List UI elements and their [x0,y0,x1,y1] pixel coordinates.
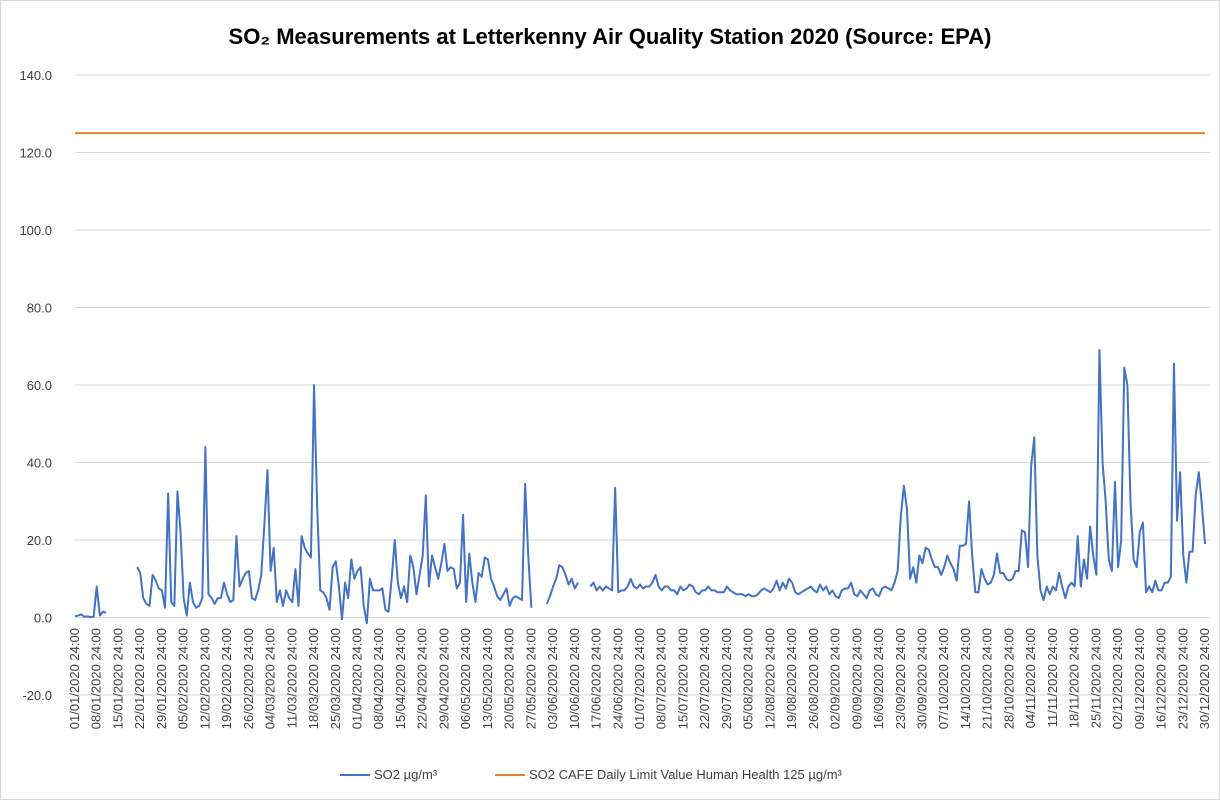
x-tick-label: 13/05/2020 24:00 [480,628,495,729]
x-tick-label: 18/11/2020 24:00 [1067,628,1082,728]
series-line [74,349,1206,625]
y-tick-label: 120.0 [19,146,52,161]
y-tick-label: 100.0 [19,223,52,238]
x-tick-label: 01/04/2020 24:00 [350,628,365,729]
x-tick-label: 30/09/2020 24:00 [915,628,930,729]
x-tick-label: 23/12/2020 24:00 [1175,628,1190,729]
x-tick-label: 12/02/2020 24:00 [197,628,212,729]
x-tick-label: 10/06/2020 24:00 [567,628,582,729]
legend-label: SO2 CAFE Daily Limit Value Human Health … [529,767,843,782]
x-tick-label: 20/05/2020 24:00 [502,628,517,729]
x-tick-label: 07/10/2020 24:00 [936,628,951,729]
x-tick-label: 26/08/2020 24:00 [806,628,821,729]
x-tick-label: 19/02/2020 24:00 [219,628,234,729]
legend-label: SO2 µg/m³ [374,767,438,782]
x-tick-label: 12/08/2020 24:00 [762,628,777,729]
x-tick-label: 22/07/2020 24:00 [697,628,712,729]
x-tick-label: 16/09/2020 24:00 [871,628,886,729]
x-tick-label: 29/07/2020 24:00 [719,628,734,729]
x-tick-label: 08/07/2020 24:00 [654,628,669,729]
x-tick-label: 01/01/2020 24:00 [67,628,82,729]
x-tick-label: 26/02/2020 24:00 [241,628,256,729]
y-tick-label: 140.0 [19,68,52,83]
x-tick-label: 24/06/2020 24:00 [610,628,625,729]
x-tick-label: 05/02/2020 24:00 [176,628,191,729]
chart-title: SO₂ Measurements at Letterkenny Air Qual… [229,24,992,49]
x-tick-label: 28/10/2020 24:00 [1001,628,1016,729]
x-tick-label: 01/07/2020 24:00 [632,628,647,729]
x-tick-label: 23/09/2020 24:00 [893,628,908,729]
x-tick-label: 08/01/2020 24:00 [89,628,104,729]
x-tick-label: 29/01/2020 24:00 [154,628,169,729]
x-tick-label: 04/11/2020 24:00 [1023,628,1038,728]
x-tick-label: 17/06/2020 24:00 [589,628,604,729]
x-tick-label: 08/04/2020 24:00 [371,628,386,729]
x-tick-label: 19/08/2020 24:00 [784,628,799,729]
x-tick-label: 06/05/2020 24:00 [458,628,473,729]
y-tick-label: 60.0 [27,378,52,393]
x-tick-label: 02/12/2020 24:00 [1110,628,1125,729]
y-tick-label: 20.0 [27,533,52,548]
x-tick-label: 15/04/2020 24:00 [393,628,408,729]
y-tick-label: -20.0 [22,688,52,703]
x-tick-label: 09/09/2020 24:00 [849,628,864,729]
x-tick-label: 22/01/2020 24:00 [132,628,147,729]
x-tick-label: 16/12/2020 24:00 [1154,628,1169,729]
x-tick-label: 22/04/2020 24:00 [415,628,430,729]
x-tick-label: 29/04/2020 24:00 [436,628,451,729]
x-tick-label: 15/07/2020 24:00 [675,628,690,729]
x-tick-label: 04/03/2020 24:00 [263,628,278,729]
x-tick-label: 11/11/2020 24:00 [1045,628,1060,727]
y-tick-label: 40.0 [27,456,52,471]
x-tick-label: 18/03/2020 24:00 [306,628,321,729]
x-tick-label: 14/10/2020 24:00 [958,628,973,729]
x-tick-label: 25/03/2020 24:00 [328,628,343,729]
y-tick-label: 80.0 [27,301,52,316]
x-tick-label: 11/03/2020 24:00 [284,628,299,728]
x-tick-label: 02/09/2020 24:00 [828,628,843,729]
x-tick-label: 09/12/2020 24:00 [1132,628,1147,729]
x-tick-label: 30/12/2020 24:00 [1197,628,1212,729]
x-tick-label: 05/08/2020 24:00 [741,628,756,729]
y-tick-label: 0.0 [34,611,52,626]
x-tick-label: 03/06/2020 24:00 [545,628,560,729]
x-tick-label: 27/05/2020 24:00 [523,628,538,729]
x-tick-label: 15/01/2020 24:00 [110,628,125,729]
x-tick-label: 21/10/2020 24:00 [980,628,995,729]
x-tick-label: 25/11/2020 24:00 [1088,628,1103,728]
